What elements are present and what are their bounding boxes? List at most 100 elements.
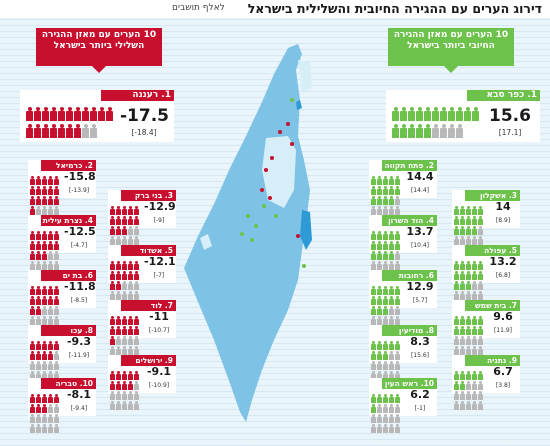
person-icon (90, 107, 97, 121)
person-icon (48, 316, 53, 325)
person-icon (383, 414, 388, 423)
migration-value: 8.3 (410, 335, 430, 348)
person-icon (74, 123, 81, 138)
person-icon (466, 206, 471, 215)
person-icon (478, 281, 483, 290)
person-icon (454, 291, 459, 300)
person-icon (383, 371, 388, 380)
person-icon (30, 404, 35, 413)
person-icon (460, 371, 465, 380)
person-icon (54, 206, 59, 215)
person-icon (58, 123, 65, 138)
person-icon (395, 404, 400, 413)
city-name-label: 4. נצרת עילית (41, 215, 96, 226)
person-icon (128, 206, 133, 215)
city-name-label: 4. הוד השרון (382, 215, 437, 226)
person-icon (408, 123, 415, 138)
negative-city-card-1: 1. רעננה -17.5 [-18.4] (20, 90, 174, 142)
person-icon (377, 286, 382, 295)
person-icon (74, 107, 81, 121)
person-icon (472, 316, 477, 325)
person-icon (371, 404, 376, 413)
person-icon (30, 241, 35, 250)
person-icon (460, 236, 465, 245)
person-icon (371, 251, 376, 260)
dead-sea (300, 210, 312, 250)
person-icon (478, 291, 483, 300)
person-icon (395, 196, 400, 205)
person-icon (389, 306, 394, 315)
person-icon (116, 261, 121, 270)
person-icon (30, 251, 35, 260)
person-icon (377, 296, 382, 305)
person-icon (110, 226, 115, 235)
person-icon (395, 231, 400, 240)
migration-value: -9.3 (66, 335, 92, 348)
person-icon (122, 206, 127, 215)
person-icon (48, 286, 53, 295)
person-icon (36, 186, 41, 195)
person-icon (48, 404, 53, 413)
person-icon (383, 186, 388, 195)
person-icon (454, 391, 459, 400)
previous-value: [-18.4] (131, 128, 157, 137)
previous-value: [-4.7] (70, 242, 88, 249)
person-icon (383, 361, 388, 370)
person-icon (116, 236, 121, 245)
migration-value: -17.5 (120, 106, 169, 126)
person-icon (122, 236, 127, 245)
person-icon (472, 346, 477, 355)
person-icon (122, 401, 127, 410)
person-icon (472, 291, 477, 300)
gaza-region (200, 234, 212, 250)
person-icon (389, 341, 394, 350)
person-icon (371, 361, 376, 370)
city-name-label: 10. טבריה (41, 378, 96, 389)
person-icon (383, 296, 388, 305)
person-icon (377, 341, 382, 350)
city-dot-3 (270, 156, 274, 160)
previous-value: [8.9] (495, 217, 511, 224)
positive-city-card-1: 1. כפר סבא 15.6 [17.1] (386, 90, 540, 142)
negative-city-card-6: 6. בת ים -11.8 [-8.5] (28, 270, 96, 325)
person-icon (36, 316, 41, 325)
person-icon (371, 394, 376, 403)
person-icon-row (110, 261, 144, 300)
person-icon (472, 281, 477, 290)
city-name-label: 9. ירושלים (121, 355, 176, 366)
person-icon (122, 216, 127, 225)
person-icon (66, 107, 73, 121)
city-name-label: 10. ראש העין (382, 378, 437, 389)
person-icon (389, 251, 394, 260)
person-icon (472, 261, 477, 270)
person-icon (377, 196, 382, 205)
person-icon (54, 261, 59, 270)
person-icon (454, 381, 459, 390)
previous-value: [-8.5] (70, 297, 88, 304)
person-icon (432, 107, 439, 121)
person-icon (371, 424, 376, 433)
person-icon (42, 361, 47, 370)
negative-city-card-3: 3. בני ברק -12.9 [-9] (108, 190, 176, 245)
person-icon (116, 371, 121, 380)
person-icon (98, 107, 105, 121)
person-icon (460, 206, 465, 215)
person-icon (36, 306, 41, 315)
person-icon (54, 371, 59, 380)
person-icon (478, 391, 483, 400)
migration-value: -12.9 (144, 200, 176, 213)
person-icon (134, 336, 139, 345)
person-icon (36, 206, 41, 215)
person-icon (128, 281, 133, 290)
person-icon (110, 291, 115, 300)
person-icon (128, 326, 133, 335)
person-icon (134, 346, 139, 355)
person-icon (377, 306, 382, 315)
person-icon (134, 401, 139, 410)
person-icon (30, 296, 35, 305)
person-icon (82, 123, 89, 138)
migration-value: 9.6 (493, 310, 513, 323)
person-icon (66, 123, 73, 138)
person-icon (460, 336, 465, 345)
migration-value: 15.6 (489, 106, 531, 126)
